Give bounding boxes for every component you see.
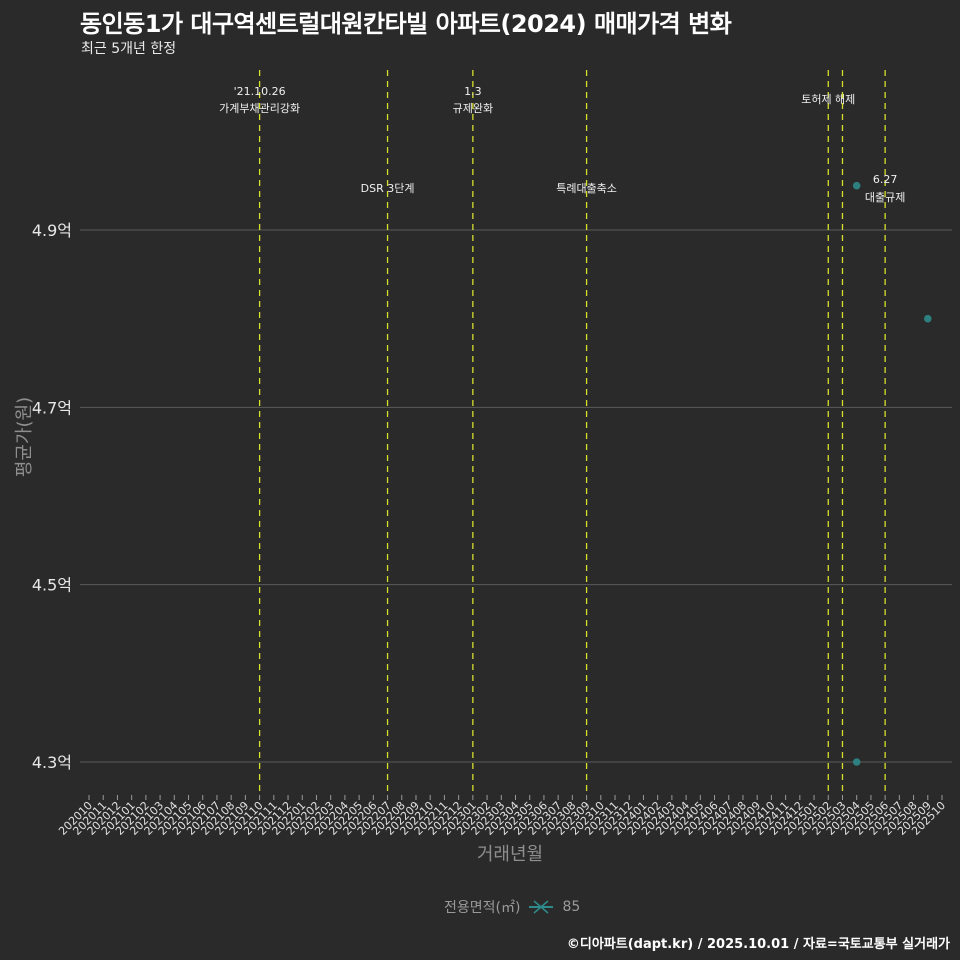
event-label: DSR 3단계 bbox=[361, 182, 415, 195]
x-axis-title: 거래년월 bbox=[476, 844, 544, 865]
event-label: 6.27 bbox=[873, 173, 898, 186]
y-tick-label: 4.9억 bbox=[32, 221, 72, 240]
legend: 전용면적(㎡) 85 bbox=[444, 897, 580, 917]
event-label: '21.10.26 bbox=[234, 85, 286, 98]
y-axis-title: 평균가(원) bbox=[14, 396, 35, 478]
event-label: 특례대출축소 bbox=[556, 182, 617, 195]
event-label: 1.3 bbox=[464, 85, 482, 98]
y-tick-label: 4.5억 bbox=[32, 576, 72, 595]
y-tick-label: 4.7억 bbox=[32, 398, 72, 417]
event-label: 가계부채관리강화 bbox=[219, 102, 300, 115]
y-tick-label: 4.3억 bbox=[32, 753, 72, 772]
legend-marker-icon bbox=[528, 899, 554, 915]
chart-subtitle: 최근 5개년 한정 bbox=[81, 41, 177, 57]
chart-title: 동인동1가 대구역센트럴대원칸타빌 아파트(2024) 매매가격 변화 bbox=[80, 10, 732, 38]
legend-item-label: 85 bbox=[562, 899, 581, 915]
data-point[interactable] bbox=[852, 758, 861, 766]
footer-credit: ©디아파트(dapt.kr) / 2025.10.01 / 자료=국토교통부 실… bbox=[566, 937, 950, 952]
data-point[interactable] bbox=[852, 181, 861, 190]
event-label: 규제완화 bbox=[453, 102, 493, 115]
event-label: 대출규제 bbox=[865, 191, 905, 204]
legend-title: 전용면적(㎡) bbox=[444, 900, 521, 916]
data-point[interactable] bbox=[923, 314, 932, 323]
event-label: 토허제 해제 bbox=[801, 92, 855, 106]
